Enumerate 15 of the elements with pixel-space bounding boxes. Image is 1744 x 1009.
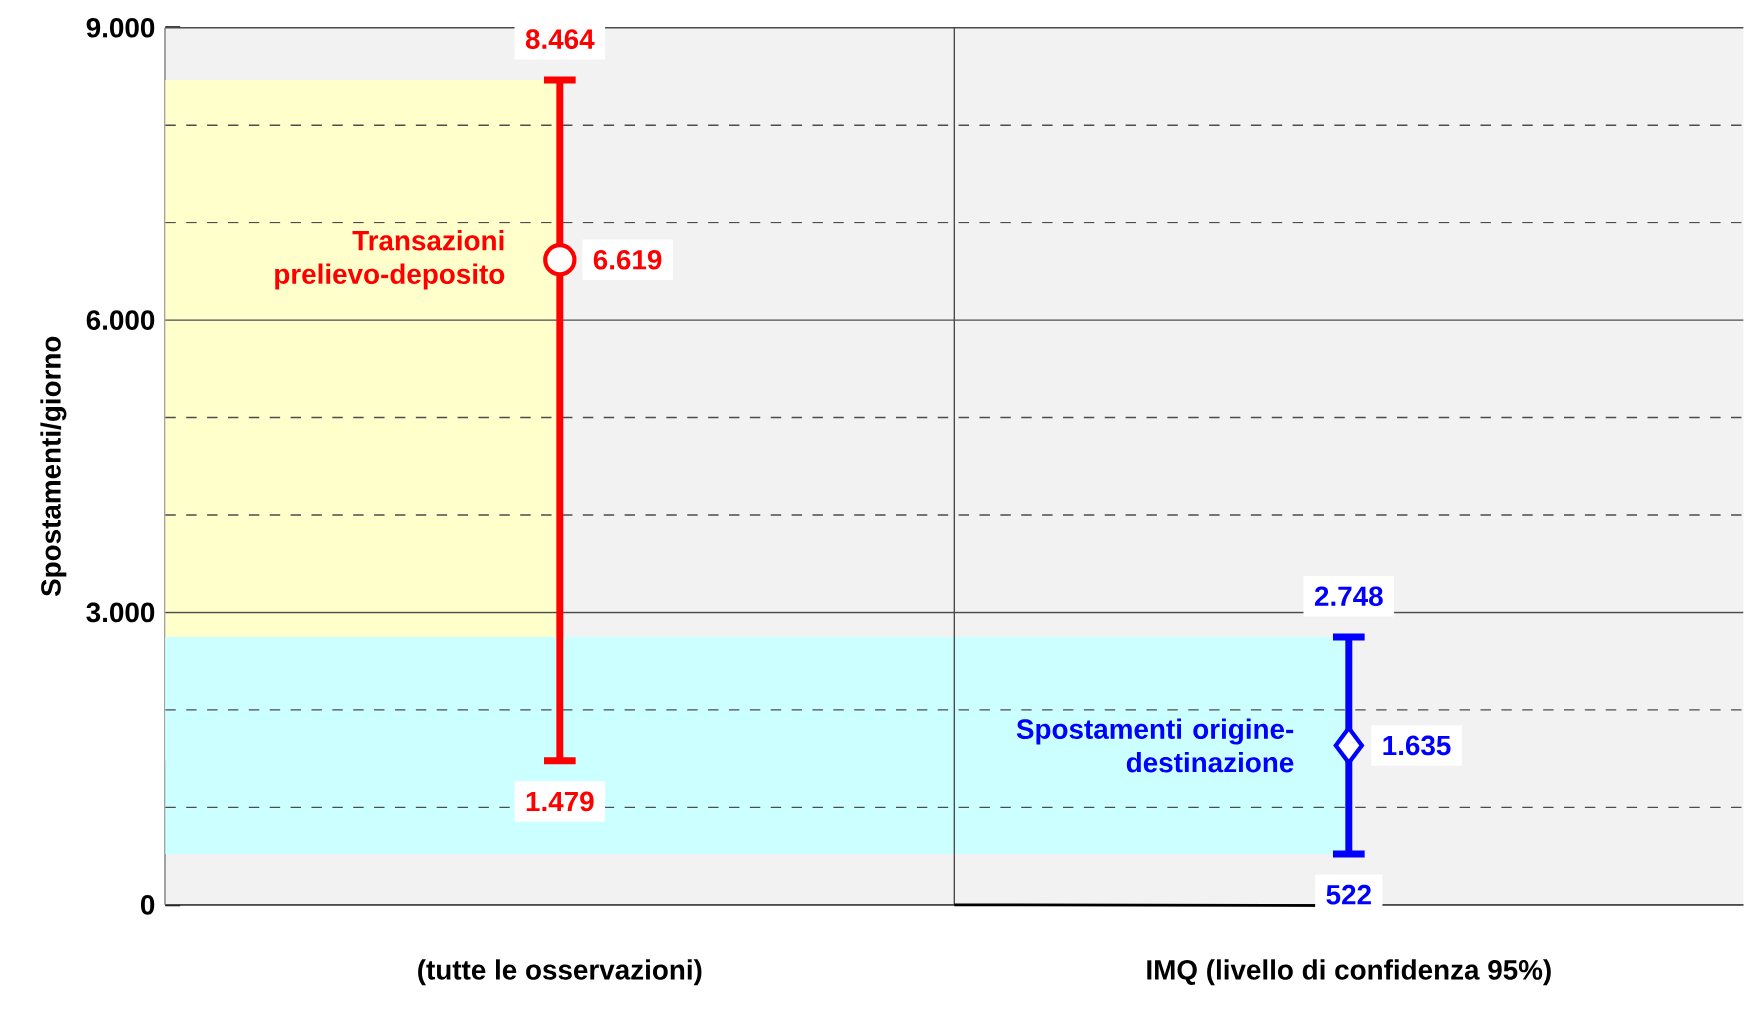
y-tick-label: 6.000: [86, 310, 155, 331]
series-label: Spostamenti origine-destinazione: [1016, 718, 1294, 773]
y-tick-label: 3.000: [86, 602, 155, 623]
y-tick-label: 9.000: [86, 18, 155, 38]
y-axis-title: Spostamenti/giorno: [40, 336, 67, 597]
y-tick-label: 0: [140, 895, 155, 915]
data-label: 1.635: [1383, 735, 1451, 756]
x-tick-label: IMQ (livello di confidenza 95%): [1147, 959, 1551, 986]
annotation: 1.479: [526, 791, 594, 812]
data-label: 6.619: [593, 250, 662, 270]
series-label: Transazioni prelievo-deposito: [275, 230, 505, 290]
annotation: 2.748: [1314, 586, 1383, 607]
annotation: 8.464: [525, 29, 595, 50]
annotation: 522: [1326, 885, 1371, 905]
x-tick-label: (tutte le osservazioni): [418, 959, 702, 986]
